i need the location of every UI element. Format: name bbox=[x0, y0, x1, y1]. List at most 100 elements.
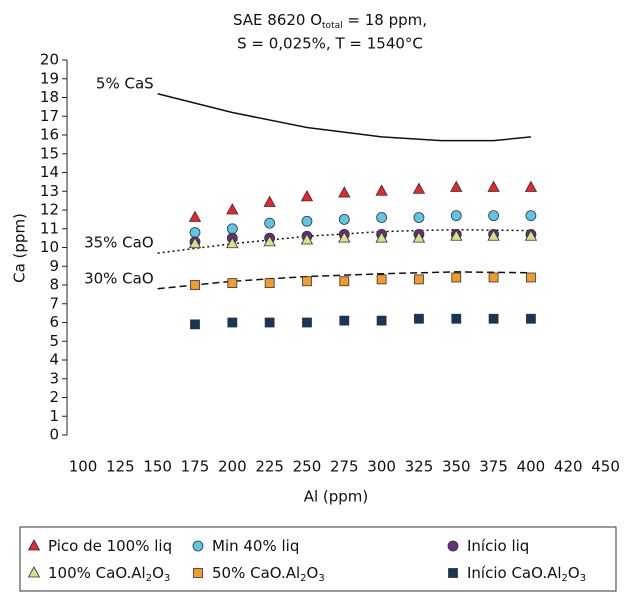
y-tick-label: 18 bbox=[40, 88, 59, 106]
marker bbox=[450, 180, 463, 192]
x-tick-label: 100 bbox=[69, 458, 98, 476]
legend-label: Início liq bbox=[467, 537, 529, 555]
y-tick-label: 10 bbox=[40, 238, 59, 256]
curve-label: 35% CaO bbox=[84, 234, 154, 252]
y-tick-label: 3 bbox=[49, 369, 59, 387]
x-tick-label: 300 bbox=[367, 458, 396, 476]
title-subscript: total bbox=[322, 21, 343, 31]
x-tick-label: 420 bbox=[554, 458, 583, 476]
marker bbox=[375, 184, 388, 196]
legend-marker bbox=[27, 566, 41, 578]
marker bbox=[526, 313, 536, 324]
legend-label: 50% CaO.Al2O3 bbox=[212, 564, 325, 585]
marker bbox=[526, 272, 536, 283]
marker bbox=[339, 315, 350, 326]
marker bbox=[188, 236, 202, 249]
marker bbox=[375, 231, 388, 243]
marker bbox=[376, 274, 387, 285]
marker bbox=[450, 229, 463, 241]
y-tick-label: 13 bbox=[40, 182, 59, 200]
marker bbox=[414, 274, 424, 285]
x-axis-label: Al (ppm) bbox=[304, 488, 369, 506]
marker bbox=[488, 210, 500, 222]
y-tick-label: 1 bbox=[49, 407, 59, 425]
title-part: = 18 ppm, bbox=[343, 11, 427, 29]
marker bbox=[414, 313, 424, 324]
marker bbox=[487, 229, 500, 241]
legend-label: Pico de 100% liq bbox=[48, 537, 172, 555]
y-tick-label: 4 bbox=[49, 351, 59, 369]
marker bbox=[189, 227, 201, 238]
marker bbox=[301, 215, 313, 227]
x-tick-label: 275 bbox=[330, 458, 359, 476]
marker bbox=[300, 233, 314, 245]
marker bbox=[263, 235, 276, 247]
x-tick-label: 325 bbox=[405, 458, 434, 476]
marker bbox=[339, 276, 350, 287]
marker bbox=[338, 186, 351, 198]
y-tick-label: 8 bbox=[49, 276, 59, 294]
y-tick-label: 5 bbox=[49, 332, 59, 350]
x-tick-label: 250 bbox=[293, 458, 322, 476]
legend-marker bbox=[192, 540, 204, 552]
y-tick-label: 9 bbox=[49, 257, 59, 275]
marker bbox=[302, 317, 312, 328]
marker bbox=[487, 180, 500, 192]
x-tick-label: 350 bbox=[442, 458, 471, 476]
marker bbox=[188, 210, 202, 222]
x-tick-label: 200 bbox=[218, 458, 247, 476]
x-tick-label: 450 bbox=[591, 458, 620, 476]
legend-marker bbox=[447, 540, 459, 552]
curve bbox=[157, 271, 531, 290]
title-part: SAE 8620 O bbox=[233, 11, 322, 29]
marker bbox=[264, 317, 275, 328]
marker bbox=[226, 236, 239, 249]
y-tick-label: 16 bbox=[40, 126, 59, 144]
x-tick-label: 175 bbox=[181, 458, 210, 476]
y-tick-label: 11 bbox=[40, 219, 59, 237]
marker bbox=[338, 231, 351, 243]
marker bbox=[227, 317, 238, 328]
legend-box bbox=[19, 526, 617, 592]
marker bbox=[302, 276, 312, 287]
y-tick-label: 7 bbox=[49, 294, 59, 312]
legend-label: Min 40% liq bbox=[212, 537, 299, 555]
marker bbox=[376, 315, 387, 326]
y-tick-label: 20 bbox=[40, 51, 59, 69]
marker bbox=[488, 313, 499, 324]
y-tick-label: 0 bbox=[49, 426, 59, 444]
marker bbox=[488, 272, 499, 283]
marker bbox=[300, 190, 314, 202]
marker bbox=[524, 229, 538, 241]
y-tick-label: 17 bbox=[40, 107, 59, 125]
marker bbox=[263, 195, 276, 207]
marker bbox=[190, 280, 200, 290]
x-tick-label: 225 bbox=[255, 458, 284, 476]
marker bbox=[525, 210, 537, 222]
marker bbox=[451, 313, 462, 324]
y-tick-label: 2 bbox=[49, 388, 59, 406]
x-tick-label: 125 bbox=[106, 458, 135, 476]
legend-marker bbox=[27, 539, 41, 551]
marker bbox=[226, 203, 239, 215]
marker bbox=[376, 212, 388, 223]
y-tick-label: 6 bbox=[49, 313, 59, 331]
marker bbox=[413, 212, 425, 223]
y-tick-label: 14 bbox=[40, 163, 59, 181]
marker bbox=[450, 210, 462, 222]
chart-subtitle: S = 0,025%, T = 1540°C bbox=[237, 35, 423, 53]
x-tick-label: 400 bbox=[517, 458, 546, 476]
legend-marker bbox=[448, 568, 458, 578]
marker bbox=[524, 180, 538, 192]
chart-title: SAE 8620 Ototal = 18 ppm, bbox=[233, 11, 427, 31]
x-tick-label: 150 bbox=[143, 458, 172, 476]
marker bbox=[451, 272, 462, 283]
curve-label: 30% CaO bbox=[84, 269, 154, 287]
marker bbox=[412, 182, 426, 194]
x-tick-label: 375 bbox=[479, 458, 508, 476]
y-tick-label: 19 bbox=[40, 69, 59, 87]
curve bbox=[157, 93, 531, 142]
marker bbox=[226, 223, 238, 235]
